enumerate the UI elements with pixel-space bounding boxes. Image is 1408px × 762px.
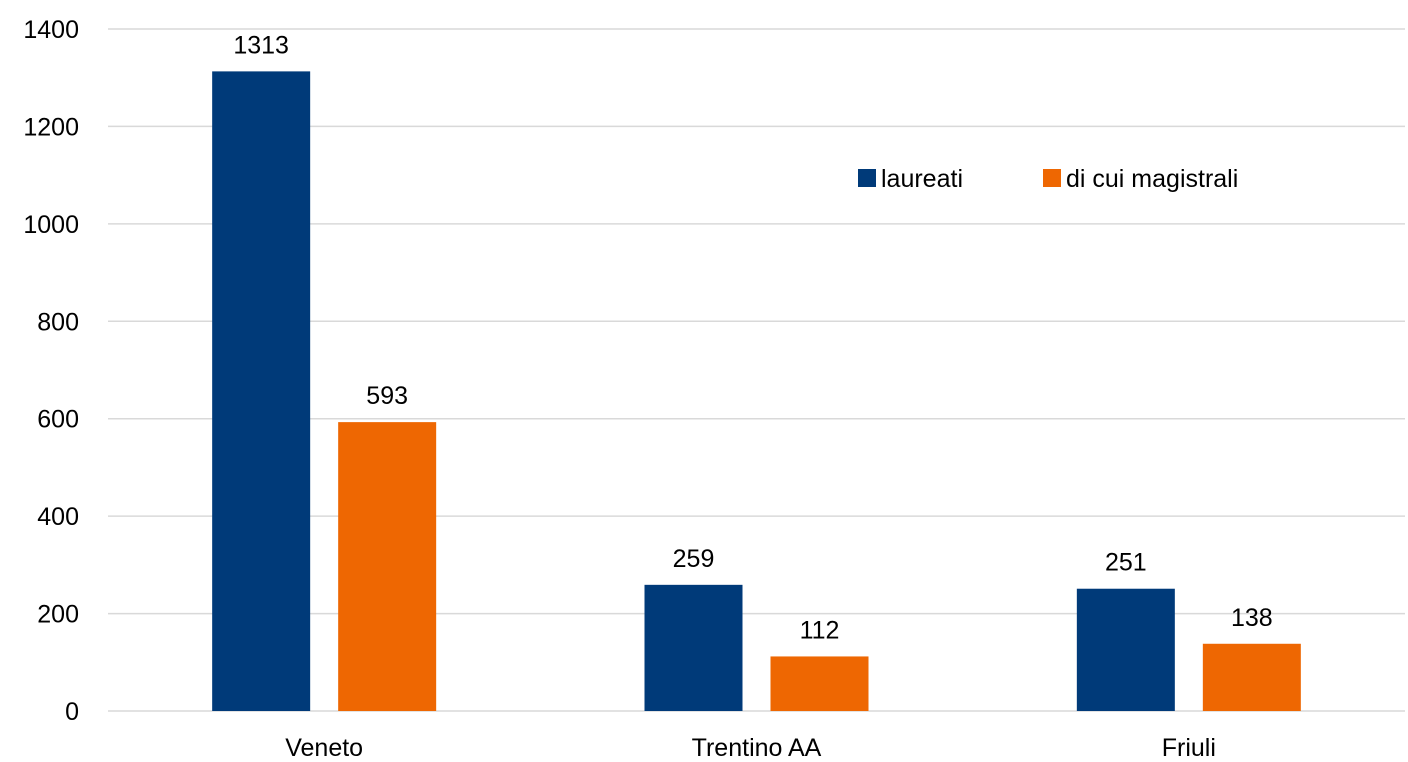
legend-swatch — [1043, 169, 1061, 187]
y-tick-label: 400 — [37, 503, 79, 531]
legend-item: di cui magistrali — [1043, 165, 1238, 193]
bars — [212, 71, 1301, 712]
bar — [338, 422, 437, 711]
legend-label: di cui magistrali — [1066, 165, 1238, 193]
bar — [212, 71, 311, 712]
y-tick-label: 1200 — [23, 113, 79, 141]
x-axis-tick-labels: Veneto Trentino AA Friuli — [285, 734, 1216, 762]
bar — [770, 656, 869, 711]
data-label: 259 — [673, 545, 715, 573]
y-tick-label: 1000 — [23, 211, 79, 239]
grid-lines — [108, 28, 1405, 712]
bar — [644, 584, 743, 711]
data-label: 112 — [800, 616, 840, 644]
y-tick-label: 600 — [37, 406, 79, 434]
y-axis-tick-labels: 0 200 400 600 800 1000 1200 1400 — [23, 16, 79, 726]
bar — [1076, 588, 1175, 711]
y-tick-label: 200 — [37, 601, 79, 629]
data-label: 1313 — [233, 31, 289, 59]
data-label: 138 — [1231, 604, 1273, 632]
y-tick-label: 0 — [65, 698, 79, 726]
data-label: 251 — [1105, 549, 1147, 577]
data-labels: 1313 593 259 112 251 138 — [233, 31, 1272, 644]
x-tick-label: Friuli — [1162, 734, 1216, 762]
legend: laureati di cui magistrali — [858, 165, 1238, 193]
legend-item: laureati — [858, 165, 963, 193]
bar — [1202, 643, 1301, 711]
legend-label: laureati — [881, 165, 963, 193]
y-tick-label: 800 — [37, 308, 79, 336]
x-tick-label: Veneto — [285, 734, 363, 762]
data-label: 593 — [366, 382, 408, 410]
legend-swatch — [858, 169, 876, 187]
x-tick-label: Trentino AA — [692, 734, 822, 762]
y-tick-label: 1400 — [23, 16, 79, 44]
